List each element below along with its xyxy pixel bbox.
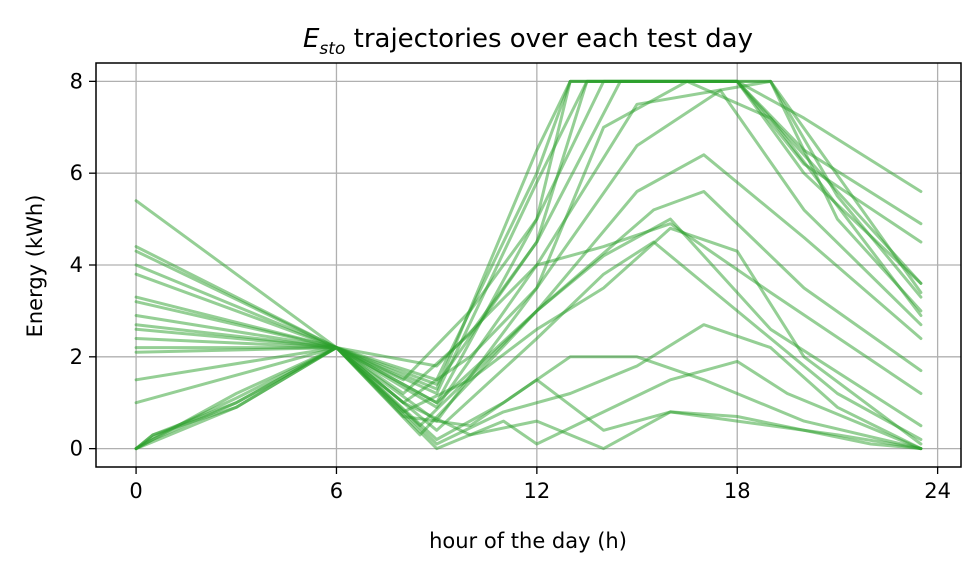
- x-tick-label: 18: [724, 479, 751, 503]
- series-line: [134, 79, 923, 409]
- y-axis-label: Energy (kWh): [23, 195, 47, 338]
- series-line: [134, 226, 923, 451]
- y-axis-ticks: 0 2 4 6 8: [70, 69, 96, 461]
- x-tick-label: 0: [129, 479, 142, 503]
- series-line: [134, 222, 923, 395]
- y-tick-label: 8: [70, 69, 83, 93]
- y-tick-label: 2: [70, 345, 83, 369]
- title-subscript: sto: [319, 39, 345, 59]
- series-line: [134, 79, 923, 451]
- x-tick-label: 24: [924, 479, 951, 503]
- title-main: E: [303, 24, 320, 54]
- y-tick-label: 6: [70, 161, 83, 185]
- x-tick-label: 6: [330, 479, 343, 503]
- x-axis-label: hour of the day (h): [429, 529, 627, 553]
- series-line: [134, 79, 923, 386]
- x-axis-ticks: 0 6 12 18 24: [129, 467, 951, 503]
- y-tick-label: 0: [70, 437, 83, 461]
- series-line: [134, 346, 923, 451]
- series-lines: [134, 79, 923, 451]
- title-rest: trajectories over each test day: [345, 24, 753, 54]
- y-tick-label: 4: [70, 253, 83, 277]
- chart-title: Esto trajectories over each test day: [303, 24, 753, 59]
- x-tick-label: 12: [523, 479, 550, 503]
- series-line: [134, 346, 923, 451]
